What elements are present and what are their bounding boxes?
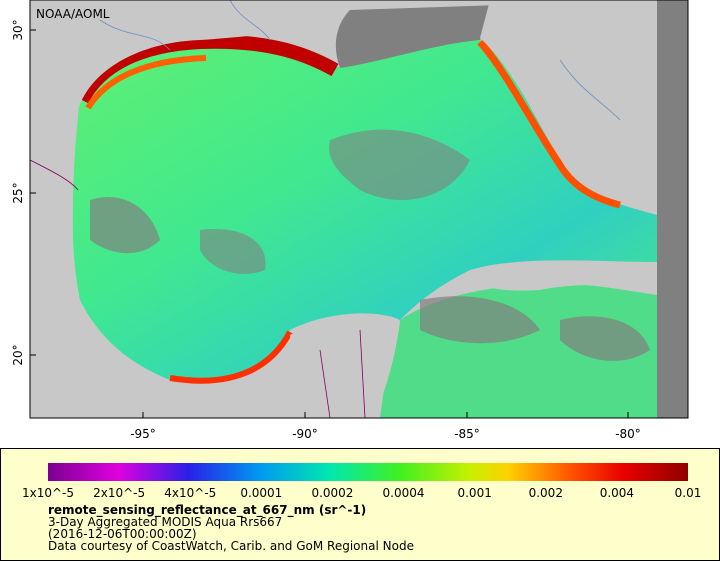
borders: [30, 159, 366, 418]
lon-label: -95°: [130, 427, 156, 441]
coastal-band: [75, 34, 339, 104]
lat-label: 25°: [11, 182, 25, 203]
coastal-band: [169, 330, 293, 384]
colorbar: [48, 463, 688, 481]
map-frame: [29, 0, 689, 419]
colorbar-ticks: 1x10^-5 2x10^-5 4x10^-5 0.0001 0.0002 0.0004 0…: [22, 486, 701, 500]
legend-lines: 3-Day Aggregated MODIS Aqua Rrs667(2016-…: [48, 515, 414, 553]
axis-ticks: 30° 25° 20° -95° -90° -85° -80°: [11, 19, 641, 441]
coastal-band: [477, 39, 621, 209]
land-mass: [30, 0, 657, 418]
colorbar-label: 0.0002: [311, 486, 353, 500]
colorbar-label: 0.0004: [383, 486, 425, 500]
colorbar-label: 4x10^-5: [164, 486, 216, 500]
colorbar-label: 1x10^-5: [22, 486, 74, 500]
colorbar-label: 2x10^-5: [93, 486, 145, 500]
lon-label: -85°: [454, 427, 480, 441]
map: [30, 0, 688, 418]
variable-name: remote_sensing_reflectance_at_667_nm (sr…: [48, 503, 366, 518]
coastal-band: [85, 55, 207, 110]
lat-label: 20°: [11, 344, 25, 365]
lon-label: -80°: [615, 427, 641, 441]
colorbar-label: 0.0001: [240, 486, 282, 500]
legend-line: 3-Day Aggregated MODIS Aqua Rrs667: [48, 515, 282, 529]
colorbar-label: 0.01: [675, 486, 702, 500]
colorbar-label: 0.001: [457, 486, 491, 500]
lon-label: -90°: [292, 427, 318, 441]
no-data: [90, 0, 688, 418]
gulf-water: [72, 37, 658, 383]
colorbar-label: 0.002: [529, 486, 563, 500]
colorbar-label: 0.004: [600, 486, 634, 500]
credit: NOAA/AOML: [36, 7, 110, 21]
legend-line: (2016-12-06T00:00:00Z): [48, 527, 197, 541]
rivers: [99, 0, 621, 121]
legend-line: Data courtesy of CoastWatch, Carib. and …: [48, 539, 414, 553]
lat-label: 30°: [11, 19, 25, 40]
